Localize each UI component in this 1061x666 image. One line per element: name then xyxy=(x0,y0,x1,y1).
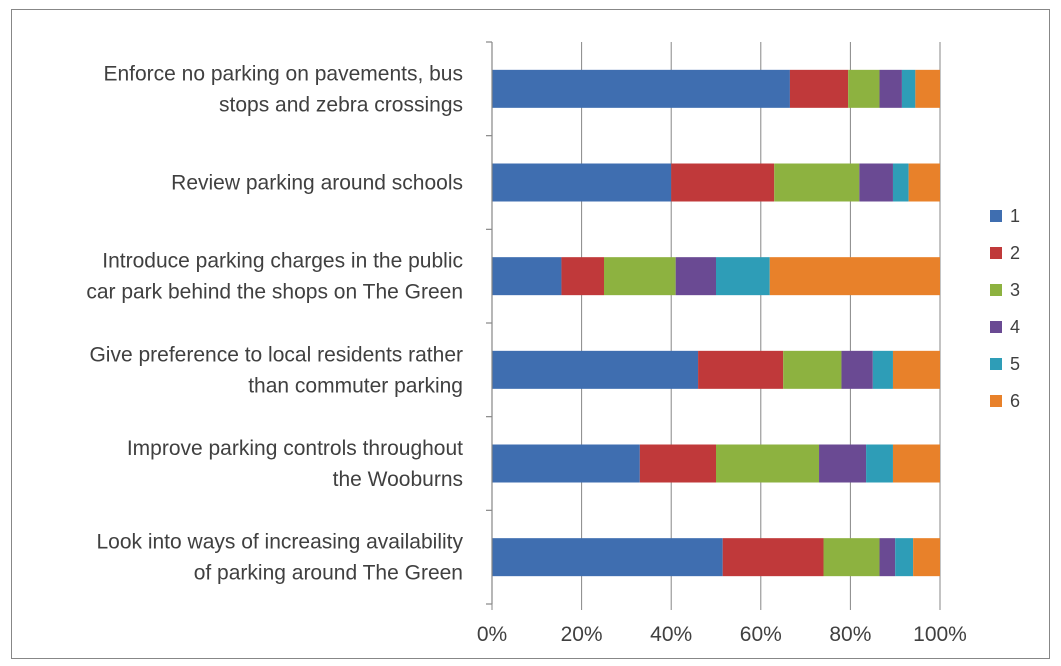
legend-label-3: 3 xyxy=(1010,280,1020,300)
bar-segment-5-row-1 xyxy=(901,69,916,108)
legend-swatch-4 xyxy=(990,321,1002,333)
bar-segment-1-row-4 xyxy=(492,350,699,389)
x-tick-label: 80% xyxy=(829,623,871,646)
bar-segment-2-row-4 xyxy=(698,350,784,389)
x-tick-label: 60% xyxy=(740,623,782,646)
bar-segment-5-row-4 xyxy=(872,350,893,389)
legend-swatch-1 xyxy=(990,210,1002,222)
category-label: the Wooburns xyxy=(333,468,463,491)
bar-segment-6-row-3 xyxy=(769,257,940,296)
bar-segment-4-row-2 xyxy=(859,163,893,202)
category-label: Enforce no parking on pavements, bus xyxy=(103,62,463,85)
category-label: Look into ways of increasing availabilit… xyxy=(96,531,463,554)
category-label: than commuter parking xyxy=(248,374,463,397)
legend-label-4: 4 xyxy=(1010,317,1020,337)
bar-segment-3-row-2 xyxy=(774,163,860,202)
bar-segment-6-row-2 xyxy=(908,163,940,202)
bar-segment-1-row-6 xyxy=(492,538,723,577)
legend-swatch-5 xyxy=(990,358,1002,370)
bar-segment-3-row-3 xyxy=(604,257,676,296)
bar-segment-4-row-3 xyxy=(675,257,716,296)
bar-segment-6-row-4 xyxy=(892,350,940,389)
bar-segment-5-row-2 xyxy=(892,163,909,202)
bar-segment-5-row-6 xyxy=(895,538,914,577)
bar-segment-3-row-5 xyxy=(716,444,820,483)
bar-segment-6-row-1 xyxy=(915,69,940,108)
legend-label-2: 2 xyxy=(1010,243,1020,263)
bar-segment-2-row-2 xyxy=(671,163,775,202)
x-tick-label: 100% xyxy=(913,623,967,646)
bar-segment-2-row-6 xyxy=(722,538,824,577)
bar-segment-1-row-2 xyxy=(492,163,672,202)
bar-segment-4-row-4 xyxy=(841,350,873,389)
x-tick-label: 40% xyxy=(650,623,692,646)
legend-swatch-6 xyxy=(990,395,1002,407)
legend-label-6: 6 xyxy=(1010,391,1020,411)
legend-label-5: 5 xyxy=(1010,354,1020,374)
bar-segment-1-row-1 xyxy=(492,69,790,108)
bar-segment-3-row-6 xyxy=(823,538,880,577)
bar-segment-4-row-5 xyxy=(819,444,867,483)
category-label: Introduce parking charges in the public xyxy=(102,250,463,273)
category-label: Improve parking controls throughout xyxy=(127,437,463,460)
bar-segment-4-row-1 xyxy=(879,69,902,108)
bar-segment-3-row-4 xyxy=(783,350,842,389)
bar-segment-2-row-1 xyxy=(789,69,849,108)
legend-swatch-2 xyxy=(990,247,1002,259)
category-label: of parking around The Green xyxy=(194,562,463,585)
bar-segment-4-row-6 xyxy=(879,538,896,577)
bar-segment-1-row-5 xyxy=(492,444,640,483)
bar-segment-5-row-3 xyxy=(716,257,770,296)
category-label: Review parking around schools xyxy=(171,172,463,195)
x-tick-label: 20% xyxy=(561,623,603,646)
bar-segment-6-row-5 xyxy=(892,444,940,483)
category-label: Give preference to local residents rathe… xyxy=(89,343,463,366)
bar-segment-6-row-6 xyxy=(913,538,940,577)
bar-segment-3-row-1 xyxy=(848,69,880,108)
category-label: car park behind the shops on The Green xyxy=(86,281,463,304)
bar-segment-1-row-3 xyxy=(492,257,562,296)
bar-segment-2-row-3 xyxy=(561,257,604,296)
legend-swatch-3 xyxy=(990,284,1002,296)
x-tick-label: 0% xyxy=(477,623,507,646)
bar-segment-2-row-5 xyxy=(639,444,716,483)
category-label: stops and zebra crossings xyxy=(219,93,463,116)
legend-label-1: 1 xyxy=(1010,206,1020,226)
bar-segment-5-row-5 xyxy=(866,444,893,483)
